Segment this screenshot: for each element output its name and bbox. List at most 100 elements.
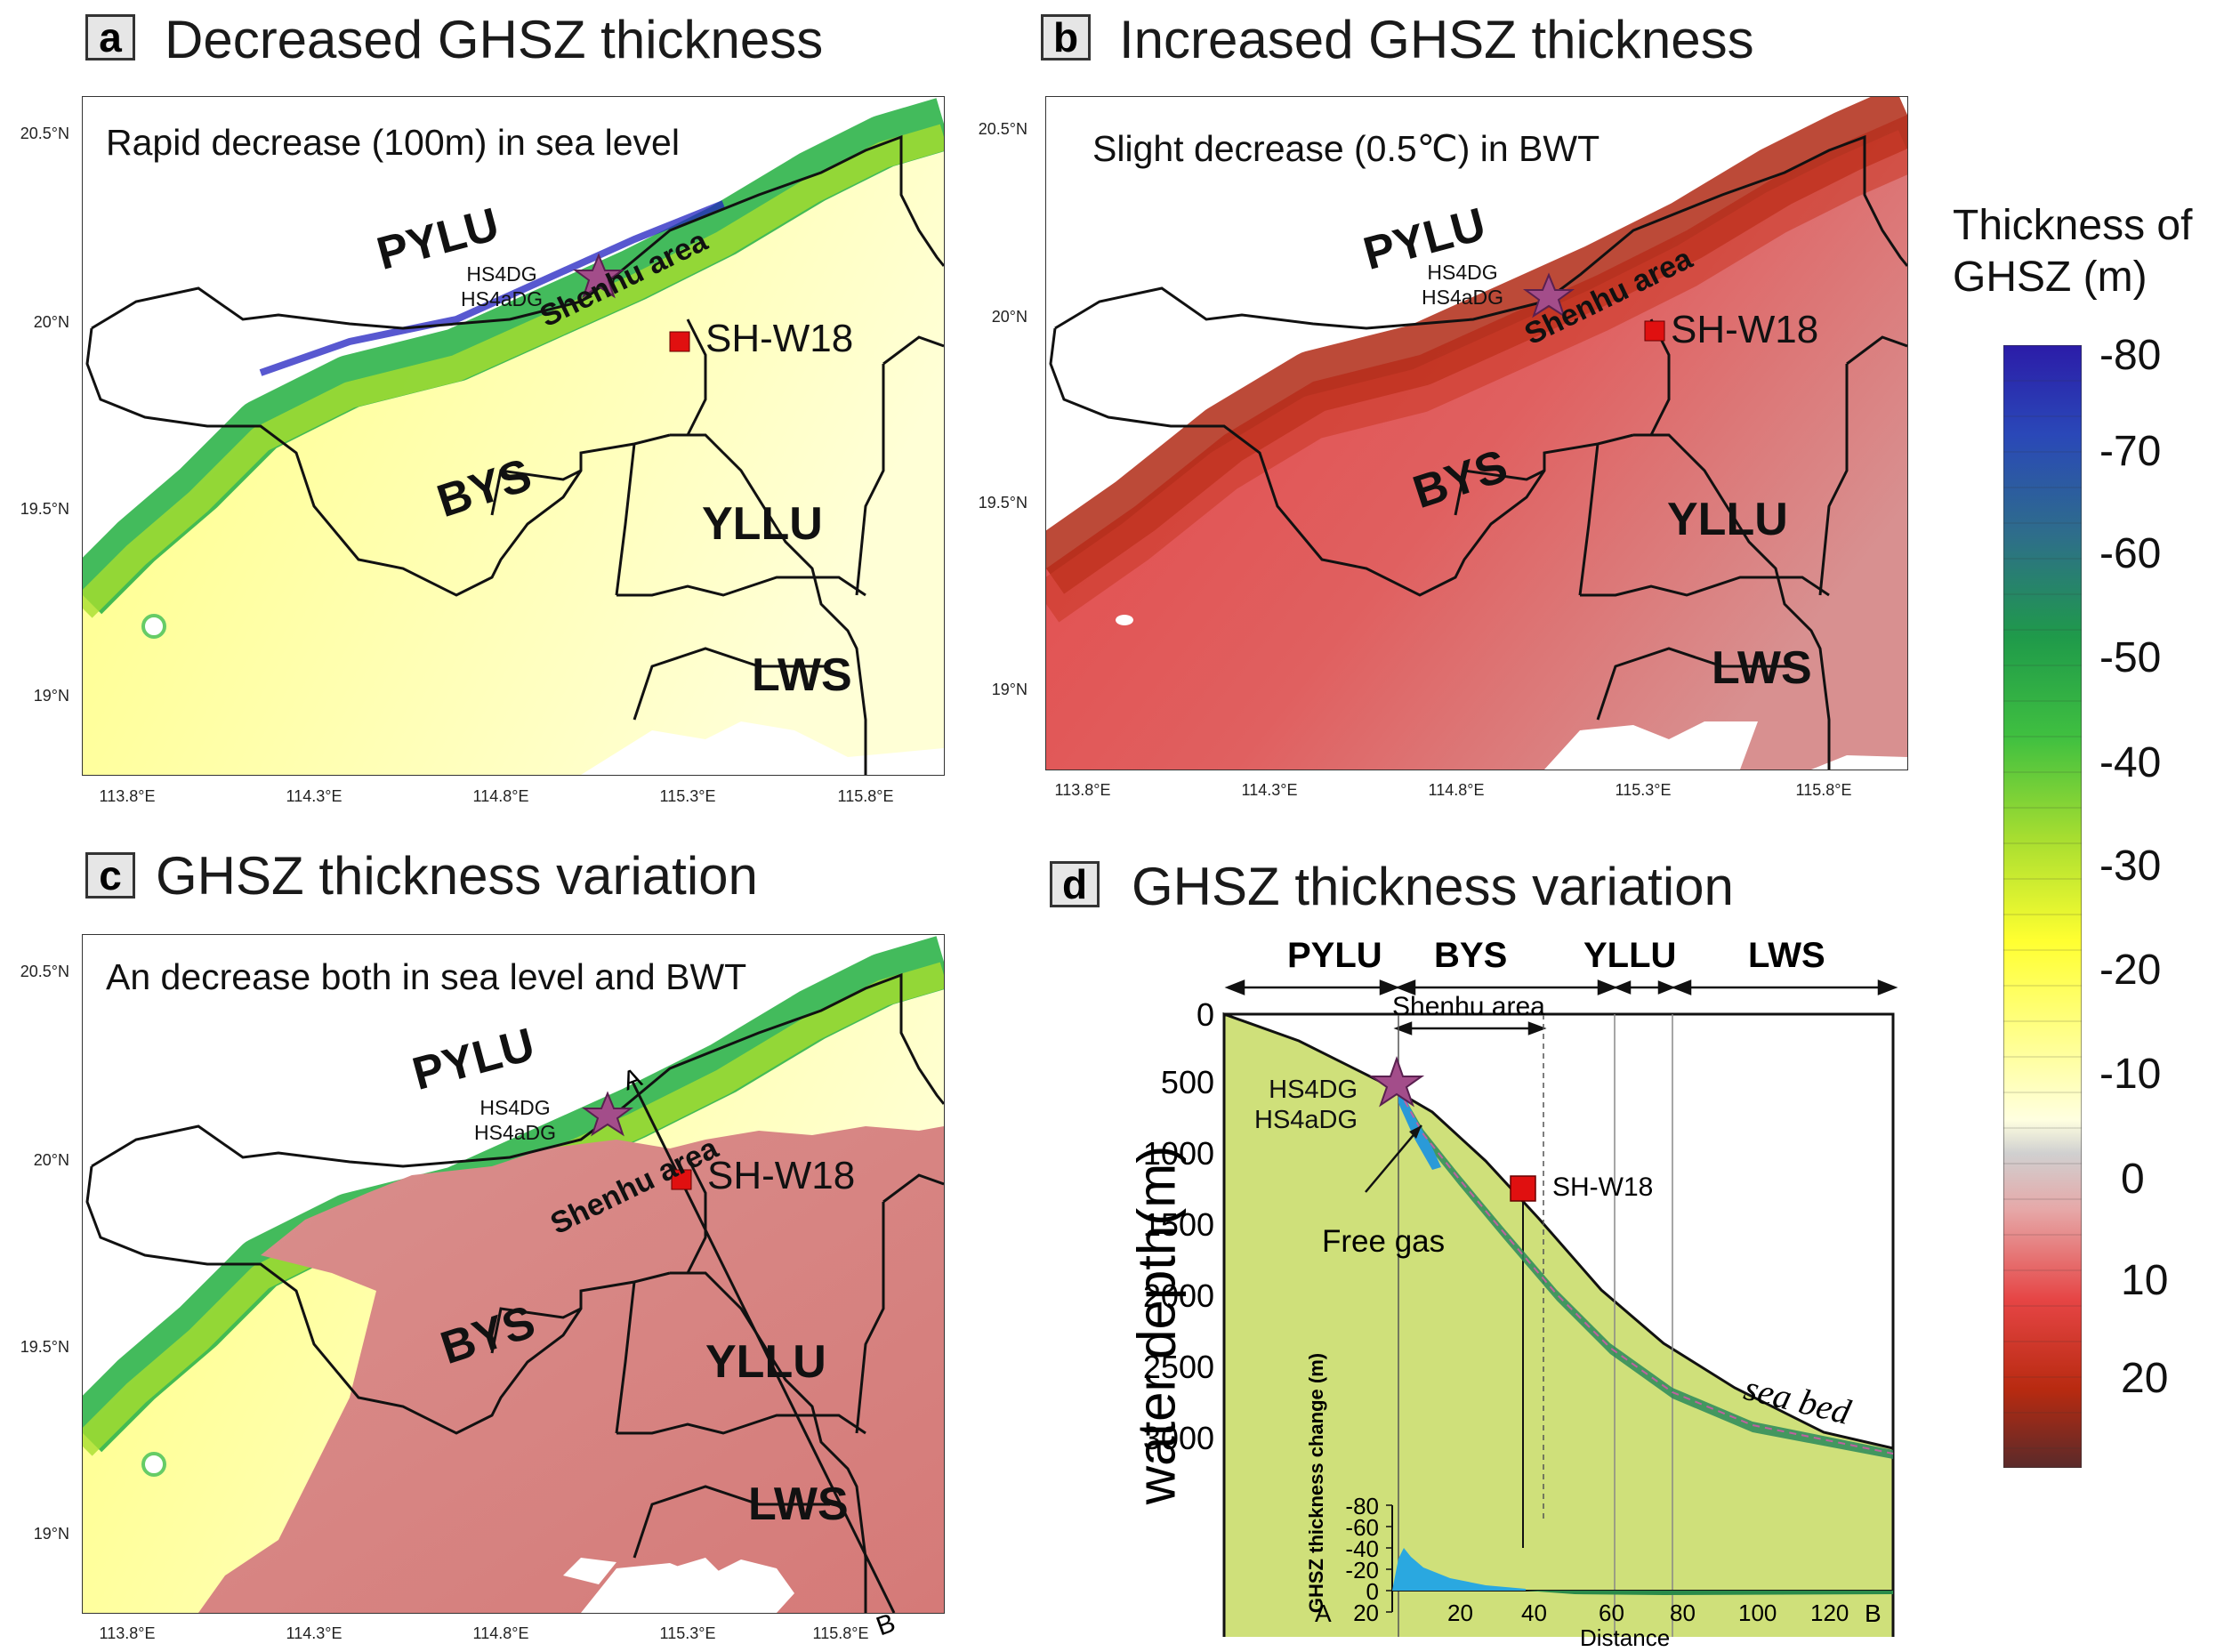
cb-tick-10: 10 — [2121, 1257, 2169, 1304]
cb-tick-7: -20 — [2099, 947, 2162, 994]
panel-a-letter: a — [85, 14, 135, 60]
hs4dg-star-c — [581, 1091, 634, 1137]
panel-c-title: GHSZ thickness variation — [156, 846, 758, 906]
inset-ytick-3: -40 — [1345, 1535, 1379, 1562]
section-shw18: SH-W18 — [1552, 1173, 1654, 1202]
lat-a-1: 20.5°N — [20, 125, 69, 142]
shw18-marker-b — [1644, 320, 1665, 342]
label-yllu-a: YLLU — [702, 498, 823, 550]
colorbar-title-2: GHSZ (m) — [1953, 254, 2147, 301]
map-panel-c: An decrease both in sea level and BWT PY… — [82, 934, 945, 1614]
lat-a-2: 20°N — [33, 313, 69, 331]
cb-tick-5: -40 — [2099, 739, 2162, 786]
lon-b-5: 115.8°E — [1795, 781, 1852, 799]
inset-xtick-60: 60 — [1599, 1600, 1624, 1626]
panel-a-title: Decreased GHSZ thickness — [165, 10, 824, 69]
shw18-label-b: SH-W18 — [1671, 308, 1819, 351]
depth-tick-3000: 3000 — [1142, 1420, 1214, 1456]
inset-ylabel: GHSZ thickness change (m) — [1305, 1352, 1327, 1614]
lon-a-2: 114.3°E — [286, 787, 342, 805]
depth-tick-2500: 2500 — [1142, 1349, 1214, 1385]
lon-a-3: 114.8°E — [472, 787, 529, 805]
cb-tick-8: -10 — [2099, 1051, 2162, 1098]
lat-c-4: 19°N — [33, 1525, 69, 1543]
lon-b-2: 114.3°E — [1241, 781, 1298, 799]
panel-b-letter: b — [1041, 14, 1091, 60]
panel-c-letter: c — [85, 852, 135, 899]
inset-ytick-6: 20 — [1353, 1600, 1379, 1626]
map-a-svg — [83, 98, 944, 775]
cb-tick-2: -70 — [2099, 428, 2162, 475]
lon-b-1: 113.8°E — [1054, 781, 1111, 799]
colorbar — [2002, 344, 2083, 1469]
inset-xtick-100: 100 — [1738, 1600, 1777, 1626]
zone-pylu: PYLU — [1287, 936, 1382, 975]
lon-c-5: 115.8°E — [812, 1624, 869, 1642]
shw18-label-c: SH-W18 — [707, 1154, 856, 1197]
zone-yllu: YLLU — [1583, 936, 1677, 975]
inset-ytick-4: -20 — [1345, 1557, 1379, 1584]
label-lws-a: LWS — [752, 649, 852, 701]
inset-xtick-40: 40 — [1521, 1600, 1547, 1626]
lon-b-4: 115.3°E — [1615, 781, 1672, 799]
shw18-marker-d — [1510, 1175, 1536, 1202]
label-lws-c: LWS — [748, 1479, 849, 1530]
lon-b-3: 114.8°E — [1428, 781, 1485, 799]
cb-tick-9: 0 — [2121, 1156, 2145, 1203]
shw18-label-a: SH-W18 — [705, 317, 854, 360]
section-svg — [1222, 979, 1898, 1637]
cb-tick-3: -60 — [2099, 530, 2162, 577]
map-panel-a: Rapid decrease (100m) in sea level PYLU … — [82, 96, 945, 776]
lon-a-1: 113.8°E — [99, 787, 156, 805]
label-lws-b: LWS — [1712, 642, 1812, 694]
depth-tick-0: 0 — [1196, 996, 1214, 1033]
cb-tick-1: -80 — [2099, 332, 2162, 379]
lat-c-3: 19.5°N — [20, 1338, 69, 1356]
section-site-label: HS4DG HS4aDG — [1254, 1076, 1358, 1134]
inset-xtick-120: 120 — [1810, 1600, 1849, 1626]
site-label-c: HS4DG HS4aDG — [474, 1096, 557, 1144]
site-label-b: HS4DG HS4aDG — [1422, 261, 1504, 309]
panel-d-title: GHSZ thickness variation — [1132, 857, 1734, 916]
lat-b-4: 19°N — [991, 681, 1027, 698]
panel-a-subtitle: Rapid decrease (100m) in sea level — [106, 122, 680, 163]
lat-b-2: 20°N — [991, 308, 1027, 326]
hs4dg-star-d — [1368, 1055, 1425, 1108]
inset-ytick-2: -60 — [1345, 1514, 1379, 1541]
depth-tick-1500: 1500 — [1142, 1206, 1214, 1243]
panel-b-subtitle: Slight decrease (0.5℃) in BWT — [1092, 128, 1600, 169]
inset-xtick-20: 20 — [1447, 1600, 1473, 1626]
site-label-a: HS4DG HS4aDG — [461, 262, 544, 310]
hs4dg-star-b — [1522, 272, 1575, 318]
inset-xtick-80: 80 — [1670, 1600, 1696, 1626]
lat-b-3: 19.5°N — [978, 494, 1027, 512]
map-c-svg — [83, 936, 944, 1613]
lon-a-4: 115.3°E — [659, 787, 716, 805]
lon-c-3: 114.8°E — [472, 1624, 529, 1642]
inset-green-area — [1526, 1591, 1893, 1595]
lat-a-4: 19°N — [33, 687, 69, 705]
section-shenhu: Shenhu area — [1392, 992, 1545, 1021]
depth-tick-2000: 2000 — [1142, 1277, 1214, 1314]
inset-ytick-1: -80 — [1345, 1493, 1379, 1519]
zone-lws: LWS — [1748, 936, 1825, 975]
map-b-svg — [1046, 97, 1907, 770]
lon-c-2: 114.3°E — [286, 1624, 342, 1642]
panel-d-letter: d — [1050, 861, 1100, 907]
free-gas-label: Free gas — [1322, 1224, 1446, 1259]
lat-b-1: 20.5°N — [978, 120, 1027, 138]
cb-tick-4: -50 — [2099, 634, 2162, 681]
inset-ytick-5: 0 — [1366, 1578, 1379, 1605]
colorbar-svg — [2002, 344, 2083, 1469]
panel-b-title: Increased GHSZ thickness — [1119, 10, 1754, 69]
lat-c-2: 20°N — [33, 1151, 69, 1169]
inset-a-end: A — [1315, 1600, 1332, 1627]
label-yllu-b: YLLU — [1667, 494, 1788, 545]
hs4dg-star-a — [572, 253, 625, 299]
label-yllu-c: YLLU — [705, 1336, 826, 1388]
inset-blue-area — [1392, 1548, 1526, 1591]
lon-a-5: 115.8°E — [837, 787, 894, 805]
shw18-marker-a — [669, 331, 690, 352]
cb-tick-6: -30 — [2099, 842, 2162, 890]
cb-tick-11: 20 — [2121, 1355, 2169, 1402]
